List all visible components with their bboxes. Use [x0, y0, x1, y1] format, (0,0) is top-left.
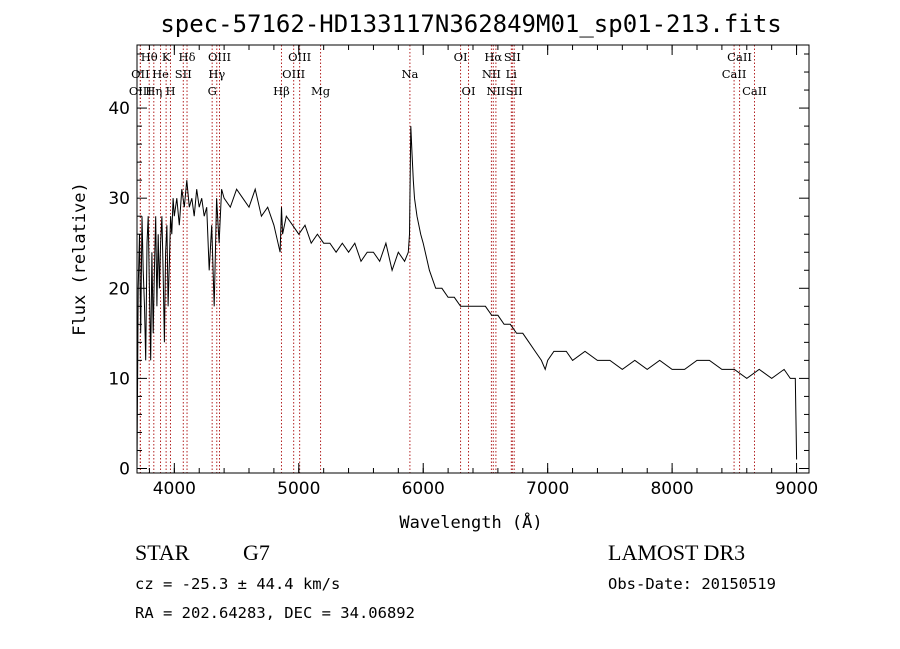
- line-label-1: OII: [131, 67, 150, 81]
- x-tick-label-4: 8000: [650, 479, 693, 499]
- y-axis-label: Flux (relative): [70, 182, 90, 336]
- line-label-27: CaII: [742, 84, 767, 98]
- x-axis: 4000 5000 6000 7000 8000 9000: [148, 45, 818, 499]
- line-label-4: Hη: [145, 84, 162, 98]
- x-tick-label-2: 6000: [402, 479, 445, 499]
- coordinates: RA = 202.64283, DEC = 34.06892: [135, 604, 415, 622]
- plot-frame: [136, 44, 810, 474]
- chart-title: spec-57162-HD133117N362849M01_sp01-213.f…: [160, 10, 781, 38]
- line-label-18: OI: [462, 84, 476, 98]
- object-subclass: G7: [243, 540, 270, 565]
- line-label-3: He: [152, 67, 169, 81]
- line-label-15: Mg: [311, 84, 331, 98]
- y-tick-label-0: 0: [119, 459, 130, 479]
- y-tick-label-2: 20: [108, 279, 130, 299]
- line-label-23: NII: [486, 84, 505, 98]
- line-label-22: Li: [506, 67, 518, 81]
- y-tick-label-1: 10: [108, 369, 130, 389]
- line-label-13: OIII: [288, 50, 311, 64]
- line-label-5: K: [162, 50, 171, 64]
- x-tick-label-0: 4000: [153, 479, 196, 499]
- line-label-20: SII: [504, 50, 521, 64]
- object-class: STAR: [135, 540, 190, 565]
- line-label-25: CaII: [727, 50, 752, 64]
- y-tick-label-4: 40: [108, 99, 130, 119]
- line-label-2: OIII: [129, 84, 152, 98]
- line-label-8: Hδ: [179, 50, 196, 64]
- line-label-16: Na: [401, 67, 418, 81]
- line-markers: [139, 45, 755, 473]
- line-label-21: NII: [482, 67, 501, 81]
- line-label-12: Hβ: [273, 84, 290, 98]
- redshift-readout: cz = -25.3 ± 44.4 km/s: [135, 575, 341, 593]
- line-label-17: OI: [454, 50, 468, 64]
- x-tick-label-5: 9000: [775, 479, 818, 499]
- line-label-6: SII: [175, 67, 192, 81]
- x-tick-label-3: 7000: [526, 479, 569, 499]
- x-axis-label: Wavelength (Å): [399, 511, 542, 533]
- y-tick-label-3: 30: [108, 189, 130, 209]
- line-label-10: Hγ: [208, 67, 225, 81]
- line-label-9: OIII: [208, 50, 231, 64]
- line-label-0: Hθ: [141, 50, 158, 64]
- line-label-19: Hα: [484, 50, 502, 64]
- line-label-26: CaII: [722, 67, 747, 81]
- line-label-7: H: [165, 84, 175, 98]
- survey-name: LAMOST DR3: [608, 540, 746, 565]
- y-axis: 0 10 20 30 40: [108, 53, 809, 479]
- obs-date: Obs-Date: 20150519: [608, 575, 776, 593]
- line-label-11: G: [208, 84, 217, 98]
- x-tick-label-1: 5000: [277, 479, 320, 499]
- line-label-24: SII: [506, 84, 523, 98]
- spectrum-line: [136, 126, 798, 469]
- line-label-14: OIII: [282, 67, 305, 81]
